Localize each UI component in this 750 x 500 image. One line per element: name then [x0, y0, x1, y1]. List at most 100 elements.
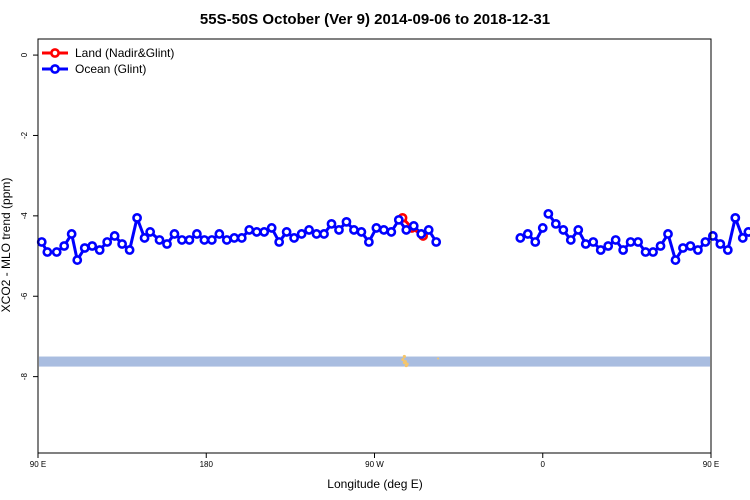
ocean-data-point [154, 235, 165, 245]
ocean-data-point [648, 247, 658, 257]
y-tick-label: -2 [20, 131, 29, 139]
ocean-data-point [326, 218, 337, 229]
ocean-data-point [670, 255, 681, 265]
x-tick-label: 90 W [365, 460, 384, 469]
ocean-data-point [199, 235, 210, 245]
ocean-data-point [94, 245, 105, 255]
ocean-data-point [311, 229, 322, 239]
ocean-data-point [550, 218, 561, 229]
ocean-data-point [363, 237, 374, 247]
ocean-data-point [206, 235, 217, 245]
ocean-data-point [281, 227, 292, 237]
ocean-data-point [655, 241, 666, 251]
ocean-data-point [51, 247, 62, 257]
ocean-data-point [693, 245, 703, 255]
x-axis-label: Longitude (deg E) [327, 477, 422, 491]
ocean-data-point [36, 237, 47, 247]
legend-marker [50, 48, 60, 58]
ocean-data-point [416, 229, 427, 239]
ocean-data-point [700, 237, 711, 247]
ocean-data-point [722, 245, 733, 255]
ocean-data-point [79, 243, 90, 253]
ocean-data-point [229, 233, 240, 243]
ocean-data-point [236, 233, 247, 243]
ocean-data-point [177, 235, 187, 245]
ocean-data-point [378, 225, 389, 235]
ocean-data-point [522, 229, 533, 239]
ocean-data-point [162, 239, 172, 249]
ocean-data-point [640, 247, 651, 257]
ocean-data-point [625, 237, 636, 247]
ocean-data-point [59, 241, 70, 251]
y-tick-label: -8 [20, 373, 29, 381]
series-layer [36, 208, 750, 265]
ocean-data-point [117, 239, 128, 249]
legend-marker [50, 64, 60, 74]
y-axis-label: XCO2 - MLO trend (ppm) [0, 178, 13, 313]
chart-title: 55S-50S October (Ver 9) 2014-09-06 to 20… [200, 11, 550, 28]
ocean-data-point [304, 225, 314, 235]
ocean-data-point [610, 235, 621, 245]
ocean-data-point [132, 212, 142, 223]
ocean-data-point [543, 208, 554, 219]
land-mask-dot [437, 357, 440, 360]
ocean-data-point [266, 223, 277, 233]
ocean-data-point [423, 225, 434, 235]
ocean-data-point [515, 233, 526, 243]
x-tick-label: 90 E [30, 460, 46, 469]
ocean-data-point [87, 241, 98, 251]
ocean-data-point [730, 212, 741, 223]
ocean-data-point [580, 239, 591, 249]
ocean-data-point [603, 241, 614, 251]
coverage-band [39, 356, 710, 367]
land-mask-dot [401, 357, 405, 362]
ocean-data-point [184, 235, 195, 245]
land-mask-dot [402, 354, 406, 359]
ocean-data-point [42, 247, 53, 257]
ocean-data-point [109, 231, 120, 241]
ocean-data-point [221, 235, 232, 245]
ocean-data-point [214, 229, 225, 239]
land-mask-dot [405, 362, 409, 366]
ocean-data-point [169, 229, 180, 239]
ocean-data-point [618, 245, 629, 255]
ocean-data-point [274, 237, 285, 247]
legend-label: Ocean (Glint) [75, 62, 146, 76]
ocean-data-point [663, 229, 673, 239]
ocean-data-point [102, 237, 113, 247]
y-tick-label: 0 [20, 52, 29, 57]
x-tick-label: 0 [541, 460, 546, 469]
ocean-data-point [296, 229, 307, 239]
y-tick-label: -6 [20, 292, 29, 300]
ocean-data-point [743, 227, 750, 237]
ocean-data-point [124, 245, 135, 255]
ocean-data-point [386, 227, 397, 237]
x-tick-label: 180 [200, 460, 214, 469]
ocean-data-point [537, 223, 548, 233]
ocean-data-point [145, 227, 156, 237]
ocean-data-point [558, 225, 569, 235]
ticks-layer: 90 E 180 90 W 0 90 E 0 -2 -4 -6 -8 [20, 52, 719, 469]
ocean-data-point [431, 237, 442, 247]
ocean-data-point [573, 225, 584, 235]
ocean-data-point [244, 225, 255, 235]
ocean-data-point [707, 231, 718, 241]
ocean-data-point [678, 243, 688, 253]
plot-frame [37, 38, 712, 454]
ocean-data-point [408, 221, 419, 231]
ocean-data-point [139, 233, 150, 243]
ocean-data-point [401, 225, 412, 235]
ocean-data-point [192, 229, 202, 239]
x-tick-label: 90 E [703, 460, 719, 469]
ocean-data-point [530, 237, 541, 247]
ocean-data-point [251, 227, 262, 237]
land-mask-dot [403, 359, 407, 364]
ocean-data-point [715, 239, 726, 249]
y-tick-label: -4 [20, 212, 29, 220]
legend: Land (Nadir&Glint) Ocean (Glint) [42, 46, 174, 76]
legend-label: Land (Nadir&Glint) [75, 46, 174, 60]
ocean-data-point [685, 241, 696, 251]
ocean-data-point [66, 229, 77, 239]
